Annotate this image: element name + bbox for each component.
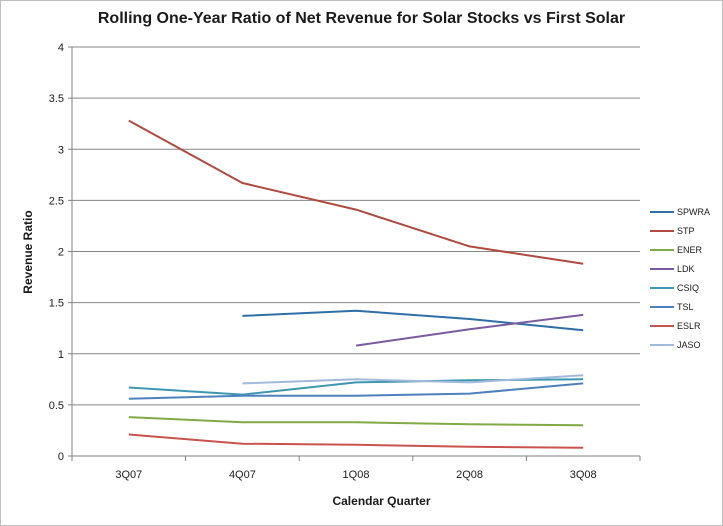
series-line-ldk (355, 313, 584, 347)
legend-label-stp: STP (677, 226, 695, 236)
legend-label-jaso: JASO (677, 340, 701, 350)
y-tick-label-4: 2 (58, 247, 64, 259)
chart-title: Rolling One-Year Ratio of Net Revenue fo… (97, 10, 626, 27)
y-tick-label-0: 0 (58, 451, 64, 463)
y-tick-label-1: 0.5 (49, 400, 64, 412)
x-tick-label-3Q07: 3Q07 (115, 469, 142, 481)
series-line-stp (128, 119, 584, 265)
x-tick-label-2Q08: 2Q08 (456, 469, 483, 481)
x-axis-label: Calendar Quarter (332, 494, 431, 508)
legend-label-ldk: LDK (677, 264, 695, 274)
x-tick-label-4Q07: 4Q07 (229, 469, 256, 481)
x-tick-label-1Q08: 1Q08 (343, 469, 370, 481)
y-tick-label-8: 4 (58, 42, 64, 54)
legend-label-tsl: TSL (677, 302, 694, 312)
series-line-eslr (128, 433, 584, 449)
series-line-jaso (242, 374, 584, 385)
y-tick-label-5: 2.5 (49, 195, 64, 207)
x-tick-label-3Q08: 3Q08 (570, 469, 597, 481)
series-line-tsl (128, 382, 584, 400)
y-tick-label-6: 3 (58, 144, 64, 156)
y-tick-label-2: 1 (58, 349, 64, 361)
series-line-ener (128, 416, 584, 427)
legend-label-spwra: SPWRA (677, 207, 710, 217)
legend-label-ener: ENER (677, 245, 703, 255)
legend-label-csiq: CSIQ (677, 283, 699, 293)
series-line-csiq (128, 378, 584, 396)
series-line-spwra (242, 309, 584, 332)
legend-label-eslr: ESLR (677, 321, 701, 331)
y-tick-label-3: 1.5 (49, 298, 64, 310)
y-tick-label-7: 3.5 (49, 93, 64, 105)
